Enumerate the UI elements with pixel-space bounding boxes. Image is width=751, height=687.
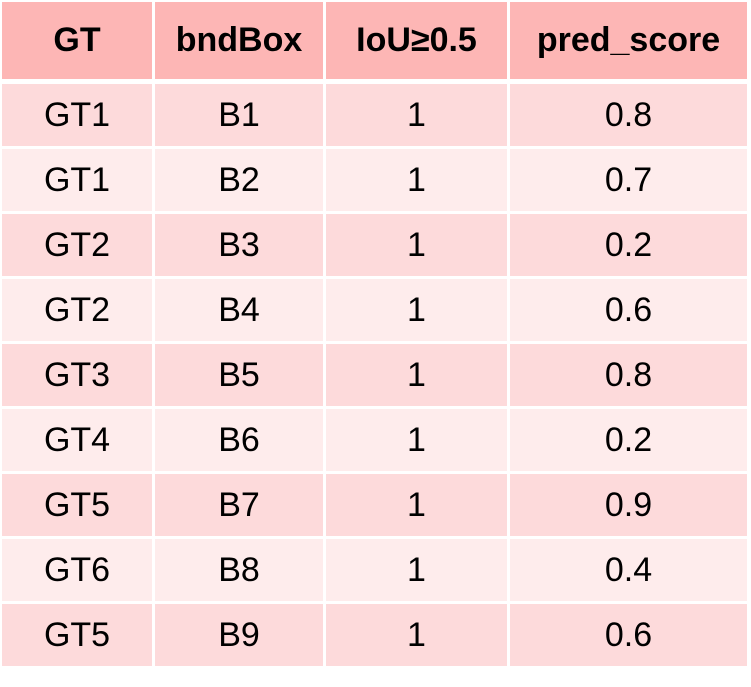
table-row: GT1 B1 1 0.8 <box>2 84 747 149</box>
header-pred-score: pred_score <box>510 2 747 84</box>
cell-pred-score: 0.2 <box>510 409 747 474</box>
cell-gt: GT5 <box>2 604 155 669</box>
table-body: GT1 B1 1 0.8 GT1 B2 1 0.7 GT2 B3 1 0.2 G… <box>2 84 747 669</box>
cell-pred-score: 0.7 <box>510 149 747 214</box>
cell-gt: GT3 <box>2 344 155 409</box>
cell-iou: 1 <box>326 149 510 214</box>
cell-bndbox: B3 <box>155 214 326 279</box>
cell-bndbox: B8 <box>155 539 326 604</box>
cell-pred-score: 0.8 <box>510 344 747 409</box>
header-bndbox: bndBox <box>155 2 326 84</box>
cell-pred-score: 0.4 <box>510 539 747 604</box>
cell-gt: GT6 <box>2 539 155 604</box>
table-header-row: GT bndBox IoU≥0.5 pred_score <box>2 2 747 84</box>
table-row: GT2 B3 1 0.2 <box>2 214 747 279</box>
cell-pred-score: 0.6 <box>510 279 747 344</box>
cell-gt: GT2 <box>2 279 155 344</box>
detection-table: GT bndBox IoU≥0.5 pred_score GT1 B1 1 0.… <box>2 2 747 669</box>
cell-bndbox: B9 <box>155 604 326 669</box>
cell-pred-score: 0.9 <box>510 474 747 539</box>
header-iou: IoU≥0.5 <box>326 2 510 84</box>
cell-bndbox: B5 <box>155 344 326 409</box>
cell-pred-score: 0.6 <box>510 604 747 669</box>
cell-bndbox: B2 <box>155 149 326 214</box>
cell-pred-score: 0.2 <box>510 214 747 279</box>
cell-gt: GT1 <box>2 84 155 149</box>
cell-iou: 1 <box>326 539 510 604</box>
cell-iou: 1 <box>326 604 510 669</box>
table-row: GT3 B5 1 0.8 <box>2 344 747 409</box>
cell-iou: 1 <box>326 409 510 474</box>
table-row: GT2 B4 1 0.6 <box>2 279 747 344</box>
cell-gt: GT4 <box>2 409 155 474</box>
table-row: GT1 B2 1 0.7 <box>2 149 747 214</box>
cell-gt: GT1 <box>2 149 155 214</box>
detection-table-container: GT bndBox IoU≥0.5 pred_score GT1 B1 1 0.… <box>2 2 747 669</box>
cell-iou: 1 <box>326 214 510 279</box>
cell-iou: 1 <box>326 84 510 149</box>
cell-bndbox: B1 <box>155 84 326 149</box>
cell-pred-score: 0.8 <box>510 84 747 149</box>
cell-iou: 1 <box>326 279 510 344</box>
cell-bndbox: B4 <box>155 279 326 344</box>
cell-iou: 1 <box>326 474 510 539</box>
table-row: GT5 B7 1 0.9 <box>2 474 747 539</box>
cell-bndbox: B6 <box>155 409 326 474</box>
table-row: GT6 B8 1 0.4 <box>2 539 747 604</box>
cell-gt: GT2 <box>2 214 155 279</box>
cell-gt: GT5 <box>2 474 155 539</box>
table-row: GT4 B6 1 0.2 <box>2 409 747 474</box>
cell-bndbox: B7 <box>155 474 326 539</box>
table-row: GT5 B9 1 0.6 <box>2 604 747 669</box>
cell-iou: 1 <box>326 344 510 409</box>
header-gt: GT <box>2 2 155 84</box>
